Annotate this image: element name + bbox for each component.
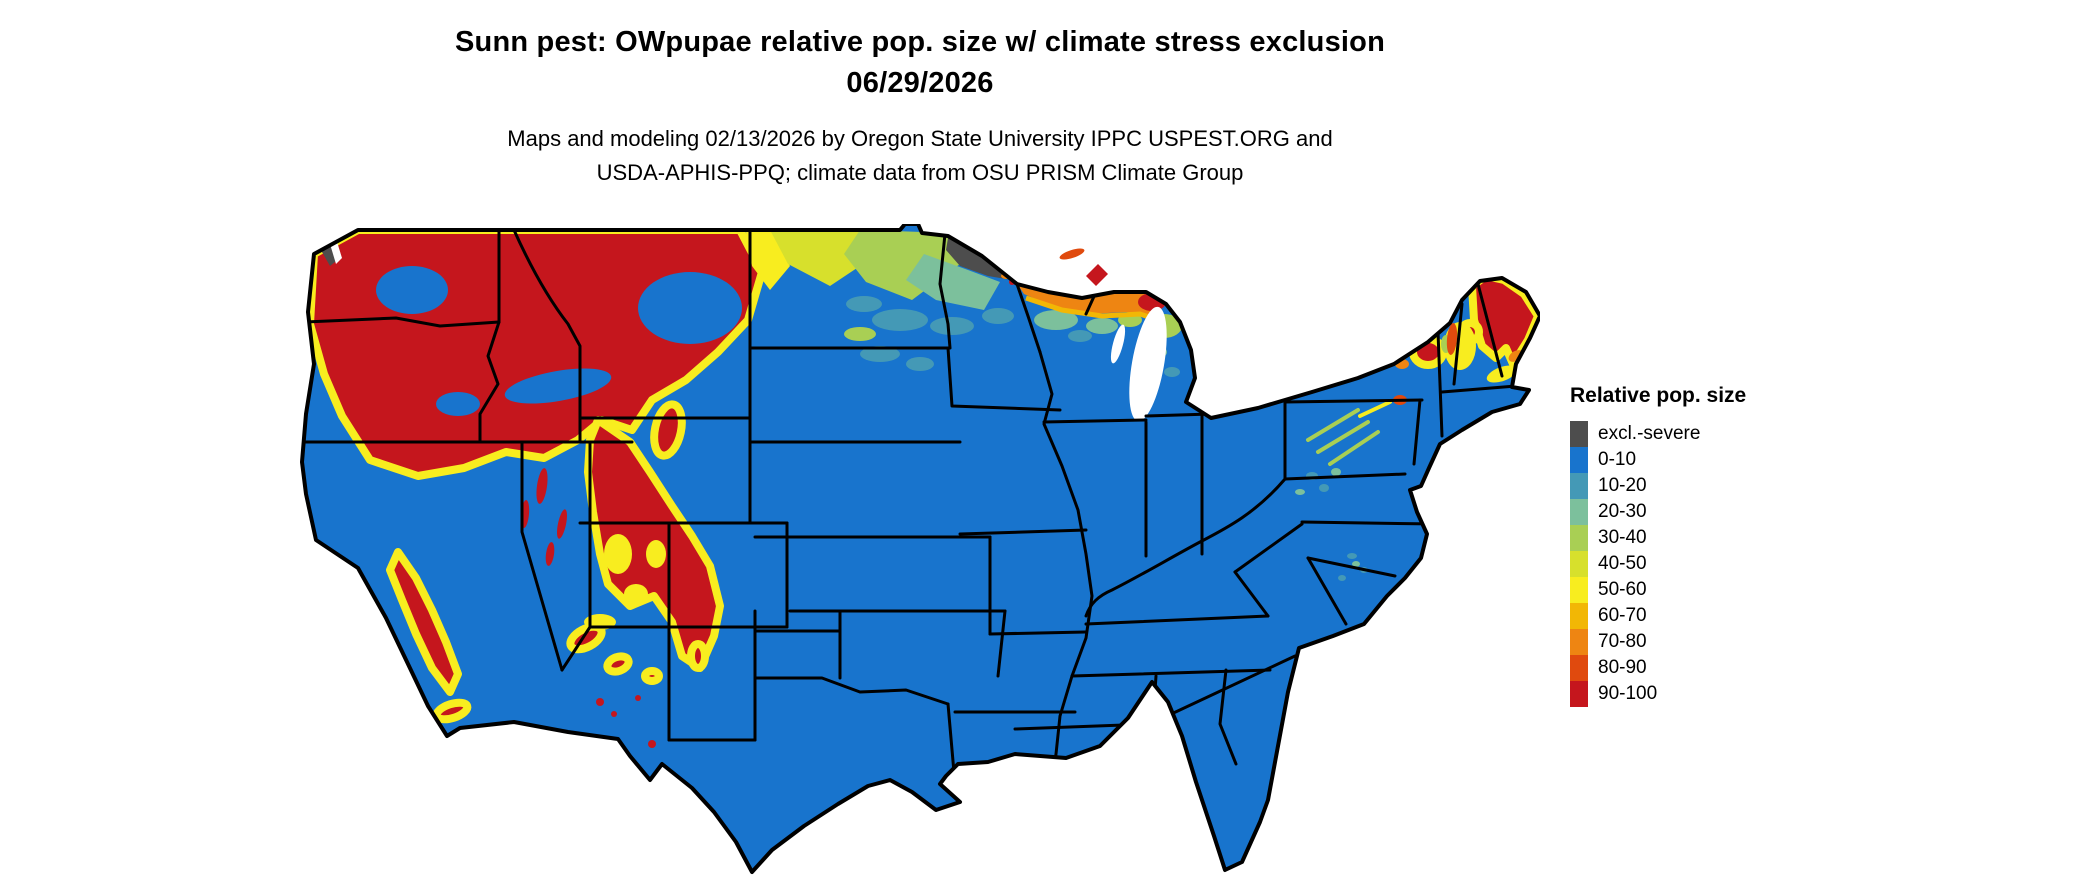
keweenaw-peninsula	[1086, 264, 1108, 286]
legend-swatch	[1570, 655, 1588, 681]
isle-royale	[1059, 248, 1085, 260]
us-map-svg	[300, 224, 1540, 874]
attribution-line-1: Maps and modeling 02/13/2026 by Oregon S…	[507, 126, 1333, 151]
region-pa-ridge-yellow	[1358, 400, 1392, 418]
legend-label: 0-10	[1598, 449, 1637, 470]
legend-item: excl.-severe	[1570, 421, 1830, 447]
page-title: Sunn pest: OWpupae relative pop. size w/…	[0, 22, 1840, 104]
legend-label: 40-50	[1598, 553, 1647, 574]
legend-swatch	[1570, 577, 1588, 603]
legend-label: 90-100	[1598, 683, 1658, 704]
region-blue-basins	[376, 266, 742, 416]
legend-label: excl.-severe	[1598, 423, 1701, 444]
map-date: 06/29/2026	[846, 67, 994, 99]
legend-item: 40-50	[1570, 551, 1830, 577]
legend-item: 50-60	[1570, 577, 1830, 603]
legend-swatch	[1570, 421, 1588, 447]
legend-swatch	[1570, 551, 1588, 577]
legend-swatch	[1570, 447, 1588, 473]
legend-swatch	[1570, 603, 1588, 629]
legend-item: 80-90	[1570, 655, 1830, 681]
attribution: Maps and modeling 02/13/2026 by Oregon S…	[0, 122, 1840, 190]
legend-label: 10-20	[1598, 475, 1647, 496]
legend-swatch	[1570, 525, 1588, 551]
legend-item: 0-10	[1570, 447, 1830, 473]
us-map	[300, 224, 1540, 886]
region-pa-ridges	[1306, 408, 1380, 466]
legend-title: Relative pop. size	[1570, 384, 1747, 407]
legend-item: 10-20	[1570, 473, 1830, 499]
lake-michigan	[1110, 306, 1167, 422]
legend-item: 60-70	[1570, 603, 1830, 629]
legend-label: 60-70	[1598, 605, 1647, 626]
title-line-1: Sunn pest: OWpupae relative pop. size w/…	[455, 26, 1385, 58]
region-yellow-patches	[584, 232, 1518, 630]
legend-swatch	[1570, 629, 1588, 655]
legend-swatch	[1570, 681, 1588, 707]
legend-item: 30-40	[1570, 525, 1830, 551]
legend-swatch	[1570, 499, 1588, 525]
attribution-line-2: USDA-APHIS-PPQ; climate data from OSU PR…	[596, 160, 1244, 185]
legend-label: 20-30	[1598, 501, 1647, 522]
legend-label: 70-80	[1598, 631, 1647, 652]
legend: Relative pop. size excl.-severe 0-10 10-…	[1570, 384, 1830, 707]
legend-swatch	[1570, 473, 1588, 499]
us-outline	[300, 224, 1540, 874]
legend-label: 50-60	[1598, 579, 1647, 600]
legend-item: 70-80	[1570, 629, 1830, 655]
superior-shore-gold-fringe	[1025, 295, 1159, 323]
legend-label: 80-90	[1598, 657, 1647, 678]
legend-item: 20-30	[1570, 499, 1830, 525]
legend-item: 90-100	[1570, 681, 1830, 707]
legend-label: 30-40	[1598, 527, 1647, 548]
region-40-50	[770, 230, 872, 286]
population-overlays	[306, 226, 1540, 870]
